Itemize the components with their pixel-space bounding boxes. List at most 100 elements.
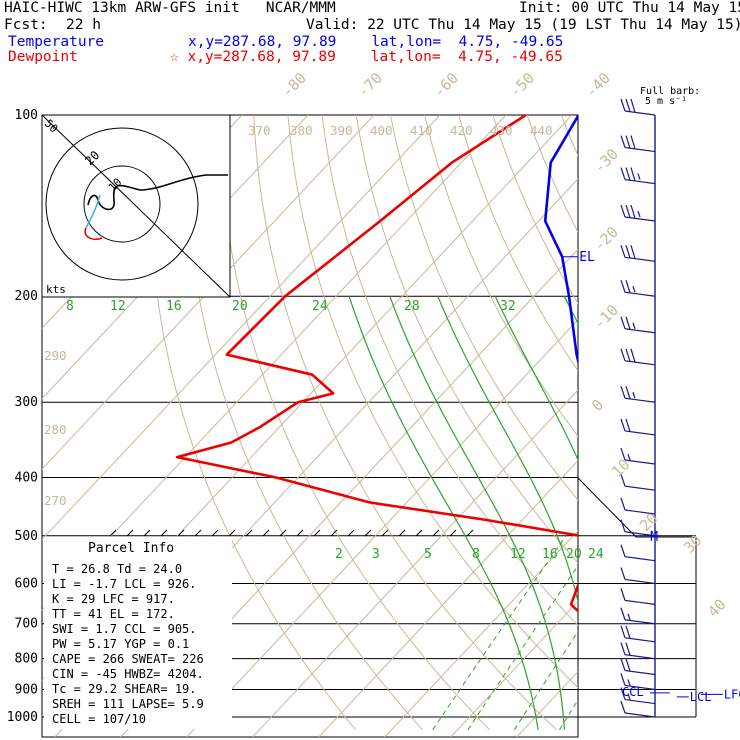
freezing-hatch	[160, 529, 168, 537]
barb-flag	[620, 567, 626, 580]
isotherm-line	[516, 670, 578, 737]
barb-flag	[625, 348, 631, 362]
barb-flag	[620, 687, 626, 700]
barb-half-flag	[627, 693, 631, 700]
barb-flag	[620, 204, 626, 218]
barb-flag	[625, 642, 631, 656]
hodograph-trace-red	[84, 227, 103, 241]
mixing-ratio-label-16: 16	[542, 547, 558, 562]
freezing-hatch	[211, 529, 219, 537]
barb-shaft	[624, 684, 656, 691]
barb-shaft	[624, 654, 656, 660]
freezing-hatch	[330, 529, 338, 537]
parcel-info-row: CIN = -45 HWBZ= 4204.	[52, 667, 204, 681]
hodograph-trace-black	[87, 174, 228, 211]
model-title: HAIC-HIWC 13km ARW-GFS init NCAR/MMM	[4, 0, 336, 16]
isotherm-line	[318, 459, 578, 737]
barb-flag	[620, 135, 626, 148]
theta-label-390: 390	[330, 123, 353, 138]
isotherm-label--30: -30	[590, 145, 622, 177]
barb-flag	[620, 348, 626, 362]
moist-adiabat-16	[437, 295, 578, 605]
mixing-ratio-label-3: 3	[372, 547, 380, 562]
pressure-tick-700: 700	[15, 617, 38, 632]
pressure-tick-1000: 1000	[7, 710, 38, 725]
pressure-tick-600: 600	[15, 576, 38, 591]
barb-shaft	[624, 637, 656, 643]
dry-adiabat	[732, 115, 740, 730]
isotherm-line	[186, 319, 578, 737]
pressure-tick-500: 500	[15, 529, 38, 544]
dewpoint-legend: Dewpoint	[8, 49, 78, 65]
freezing-hatch	[347, 529, 355, 537]
barb-flag	[620, 625, 626, 638]
isotherm-label-40: 40	[704, 595, 730, 621]
wind-barb	[620, 447, 656, 465]
barb-shaft	[624, 328, 656, 334]
wind-barb	[620, 567, 656, 585]
parcel-info-row: Tc = 29.2 SHEAR= 19.	[52, 682, 197, 696]
barb-flag	[620, 447, 626, 461]
barb-shaft	[624, 578, 656, 585]
parcel-info-row: SREH = 111 LAPSE= 5.9	[52, 697, 204, 711]
wind-barb	[620, 687, 656, 705]
annotation-lfc: LFC	[724, 687, 740, 701]
isotherm-label--80: -80	[278, 69, 310, 101]
freezing-hatch	[279, 529, 287, 537]
barb-shaft	[624, 712, 656, 718]
barb-flag	[625, 625, 631, 639]
parcel-info-row: T = 26.8 Td = 24.0	[52, 562, 182, 576]
moist-adiabat-28	[645, 296, 696, 730]
freezing-hatch	[449, 529, 457, 537]
wind-barb	[620, 544, 656, 562]
pressure-tick-400: 400	[15, 470, 38, 485]
wind-barb	[620, 316, 656, 334]
barb-flag	[630, 348, 636, 363]
theta-label-380: 380	[290, 123, 313, 138]
isotherm-line	[630, 115, 740, 740]
barb-flag	[630, 135, 636, 149]
dry-adiabat	[698, 115, 740, 730]
temperature-legend: Temperature	[8, 34, 105, 50]
dry-adiabat	[424, 115, 578, 438]
barb-half-flag	[637, 210, 641, 218]
moist-adiabat-label-12: 12	[110, 299, 126, 314]
barb-shaft	[624, 531, 656, 537]
mixing-ratio-line	[559, 699, 578, 731]
barb-flag	[620, 700, 626, 714]
series-dewpoint	[175, 115, 578, 613]
freezing-hatch	[126, 529, 134, 537]
moist-adiabat-32	[696, 296, 740, 730]
mixing-ratio-label-20: 20	[566, 547, 582, 562]
barb-flag	[620, 280, 626, 293]
annotation-lcl: LCL	[690, 690, 712, 704]
freezing-hatch	[194, 529, 202, 537]
barb-shaft	[624, 485, 656, 491]
barb-shaft	[624, 556, 656, 562]
isotherm-line	[696, 115, 740, 740]
hodograph-axis	[41, 114, 231, 298]
barb-shaft	[624, 216, 656, 222]
isotherm-label--40: -40	[582, 69, 614, 101]
barb-flag	[620, 418, 626, 432]
hodograph-trace-cyan	[85, 194, 101, 229]
barb-flag	[620, 519, 626, 532]
isotherm-line	[42, 115, 507, 611]
barb-flag	[620, 673, 626, 686]
barb-title-1: Full barb:	[640, 86, 700, 97]
mixing-ratio-label-2: 2	[335, 547, 343, 562]
annotation-ccl: CCL	[622, 685, 644, 699]
barb-shaft	[624, 291, 656, 297]
mixing-ratio-label-5: 5	[424, 547, 432, 562]
valid-time: Valid: 22 UTC Thu 14 May 15 (19 LST Thu …	[306, 17, 740, 33]
theta-label-280: 280	[44, 422, 67, 437]
wind-barbs	[620, 98, 656, 718]
barb-half-flag	[632, 322, 636, 329]
annotation-m: M	[650, 530, 658, 545]
barb-flag	[620, 98, 626, 112]
hodograph-ring-20	[45, 127, 199, 281]
dry-adiabat	[389, 115, 578, 501]
pressure-tick-100: 100	[15, 108, 38, 123]
freezing-hatch	[415, 529, 423, 537]
series-temperature	[543, 115, 578, 366]
